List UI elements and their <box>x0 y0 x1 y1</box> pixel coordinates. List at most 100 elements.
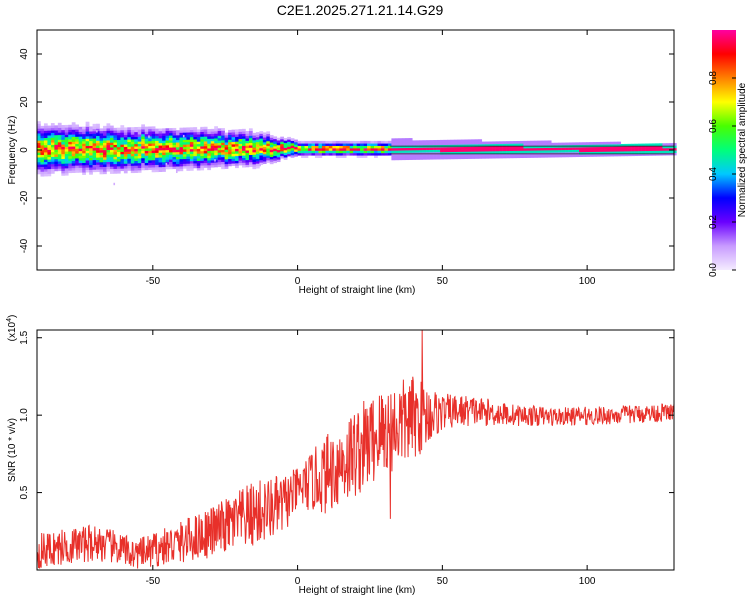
heatmap-cell <box>367 150 371 154</box>
heatmap-cell <box>287 144 291 147</box>
heatmap-cell <box>169 156 173 160</box>
heatmap-cell <box>499 155 503 159</box>
heatmap-cell <box>214 159 218 163</box>
heatmap-cell <box>280 139 284 142</box>
heatmap-cell <box>189 160 194 164</box>
heatmap-cell <box>134 146 139 149</box>
heatmap-cell <box>155 138 159 141</box>
heatmap-cell <box>610 144 615 147</box>
heatmap-cell <box>346 145 350 149</box>
heatmap-cell <box>134 134 139 137</box>
heatmap-cell <box>412 147 417 151</box>
heatmap-cell <box>68 148 73 152</box>
snr-scale-label: (x104) <box>6 315 18 342</box>
heatmap-cell <box>321 148 326 151</box>
heatmap-cell <box>224 159 229 162</box>
heatmap-cell <box>144 153 149 156</box>
heatmap-cell <box>349 150 354 154</box>
heatmap-cell <box>182 144 187 148</box>
heatmap-cell <box>353 150 357 154</box>
heatmap-cell <box>235 139 239 142</box>
heatmap-cell <box>412 157 417 160</box>
heatmap-cell <box>242 160 246 163</box>
heatmap-cell <box>130 170 135 174</box>
heatmap-cell <box>460 139 465 143</box>
heatmap-cell <box>189 127 194 130</box>
heatmap-cell <box>203 150 208 154</box>
heatmap-cell <box>669 147 674 151</box>
heatmap-cell <box>103 164 107 167</box>
heatmap-cell <box>422 142 427 146</box>
heatmap-cell <box>408 154 413 158</box>
heatmap-cell <box>401 147 406 151</box>
heatmap-cell <box>40 161 45 165</box>
heatmap-cell <box>162 149 166 153</box>
heatmap-cell <box>599 141 604 145</box>
heatmap-cell <box>349 145 354 149</box>
heatmap-cell <box>85 169 90 173</box>
heatmap-cell <box>262 139 267 143</box>
heatmap-cell <box>89 169 93 173</box>
heatmap-cell <box>64 168 69 171</box>
heatmap-cell <box>127 160 132 164</box>
heatmap-cell <box>415 154 420 158</box>
heatmap-cell <box>123 153 128 157</box>
heatmap-cell <box>568 149 573 153</box>
snr-y-tick-label: 1.0 <box>19 408 30 422</box>
heatmap-cell <box>440 151 444 155</box>
heatmap-cell <box>370 140 375 144</box>
heatmap-cell <box>40 171 45 175</box>
heatmap-cell <box>613 153 618 157</box>
heatmap-cell <box>47 147 52 150</box>
heatmap-cell <box>360 150 364 154</box>
heatmap-cell <box>207 160 212 163</box>
heatmap-cell <box>342 150 347 154</box>
heatmap-cell <box>280 148 284 152</box>
heatmap-cell <box>342 155 347 158</box>
heatmap-cell <box>130 136 135 140</box>
heatmap-cell <box>43 135 48 139</box>
heatmap-cell <box>47 132 52 136</box>
heatmap-cell <box>130 131 135 135</box>
heatmap-cell <box>196 160 201 164</box>
heatmap-cell <box>242 136 246 139</box>
heatmap-cell <box>325 143 330 146</box>
heatmap-cell <box>634 153 639 157</box>
heatmap-cell <box>259 135 264 139</box>
heatmap-cell <box>89 150 93 154</box>
heatmap-cell <box>228 132 232 136</box>
heatmap-cell <box>398 138 403 141</box>
heatmap-cell <box>120 139 125 143</box>
heatmap-cell <box>415 147 420 151</box>
heatmap-cell <box>245 159 250 163</box>
heatmap-cell <box>280 155 284 159</box>
heatmap-cell <box>109 147 114 150</box>
heatmap-cell <box>43 173 48 177</box>
heatmap-cell <box>130 160 135 164</box>
heatmap-cell <box>464 146 469 150</box>
heatmap-cell <box>182 139 187 143</box>
heatmap-cell <box>71 155 76 159</box>
heatmap-cell <box>50 144 55 148</box>
heatmap-cell <box>43 142 48 146</box>
heatmap-cell <box>169 147 173 150</box>
heatmap-cell <box>273 153 278 156</box>
heatmap-cell <box>259 147 264 151</box>
heatmap-cell <box>558 149 562 153</box>
heatmap-cell <box>64 165 69 169</box>
heatmap-cell <box>155 157 159 161</box>
heatmap-cell <box>37 128 41 132</box>
heatmap-cell <box>186 144 191 147</box>
heatmap-cell <box>467 146 472 150</box>
heatmap-cell <box>172 135 177 138</box>
heatmap-cell <box>96 128 100 132</box>
heatmap-cell <box>103 135 107 139</box>
heatmap-cell <box>228 163 232 167</box>
heatmap-cell <box>238 155 243 159</box>
heatmap-cell <box>96 135 100 139</box>
heatmap-cell <box>47 161 52 165</box>
heatmap-cell <box>210 160 215 163</box>
heatmap-cell <box>398 140 403 144</box>
heatmap-cell <box>342 140 347 144</box>
heatmap-cell <box>506 145 510 149</box>
